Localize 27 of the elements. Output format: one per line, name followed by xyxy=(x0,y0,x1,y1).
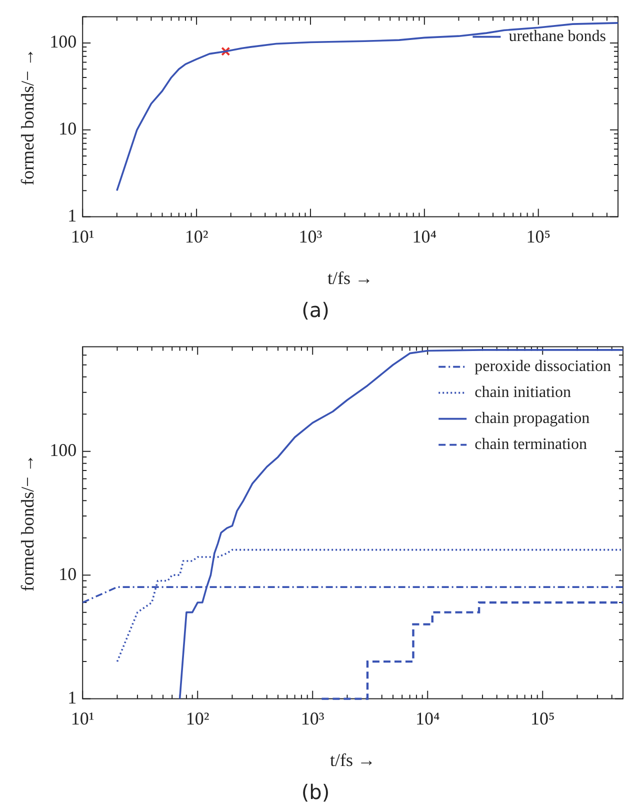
x-tick-label: 10⁴ xyxy=(415,708,440,728)
y-tick-label: 1 xyxy=(68,206,77,226)
y-tick-label: 10 xyxy=(58,564,77,584)
y-tick-label: 10 xyxy=(58,118,77,139)
legend-label: chain termination xyxy=(474,436,587,454)
x-tick-label: 10⁵ xyxy=(530,708,555,728)
text: (a) xyxy=(302,298,330,322)
x-tick-label: 10¹ xyxy=(70,708,94,728)
legend-label: chain initiation xyxy=(474,384,572,402)
y-tick-label: 100 xyxy=(50,440,77,460)
x-tick-label: 10⁵ xyxy=(526,226,550,246)
x-tick-label: 10³ xyxy=(300,708,325,728)
y-axis-title: formed bonds/− → xyxy=(18,454,38,592)
legend-label: peroxide dissociation xyxy=(474,358,612,376)
x-axis-title: t/fs → xyxy=(328,268,374,288)
legend-label: urethane bonds xyxy=(508,28,606,46)
x-tick-label: 10² xyxy=(184,226,208,246)
y-tick-label: 1 xyxy=(68,688,77,708)
x-tick-label: 10⁴ xyxy=(412,226,437,246)
text: (b) xyxy=(301,780,330,804)
legend-label: chain propagation xyxy=(474,410,590,428)
y-axis-title: formed bonds/− → xyxy=(18,48,38,186)
x-axis-title: t/fs → xyxy=(330,750,376,770)
x-tick-label: 10¹ xyxy=(70,226,94,246)
x-tick-label: 10³ xyxy=(298,226,323,246)
x-tick-label: 10² xyxy=(186,708,210,728)
y-tick-label: 100 xyxy=(50,32,77,52)
